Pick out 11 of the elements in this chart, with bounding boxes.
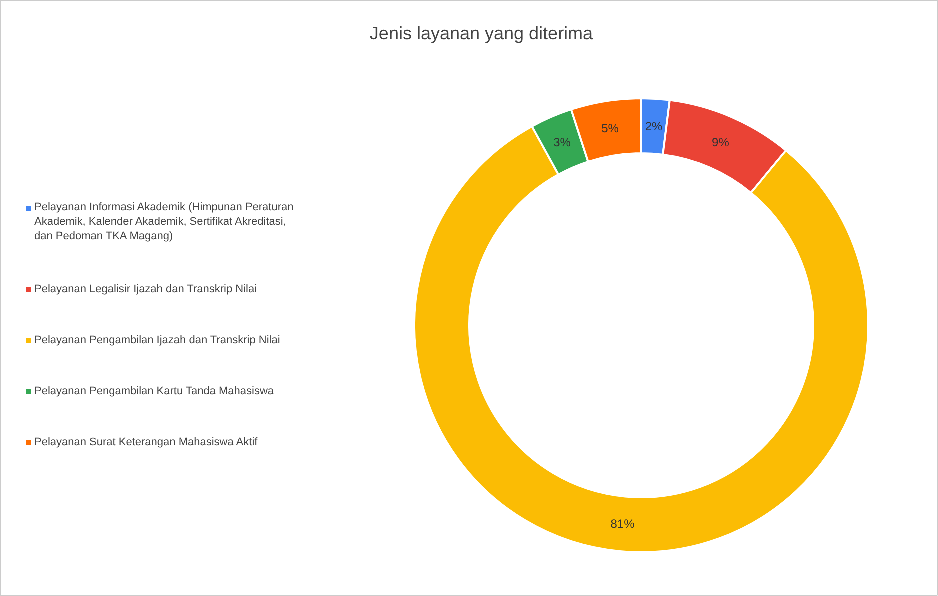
data-label: 5%	[602, 121, 620, 136]
data-label: 9%	[712, 135, 730, 150]
legend-label: Pelayanan Legalisir Ijazah dan Transkrip Nilai	[34, 284, 258, 296]
data-label: 2%	[645, 119, 664, 134]
legend-label: Pelayanan Pengambilan Ijazah dan Transkrip Nilai	[34, 334, 280, 346]
legend-label: Pelayanan Surat Keterangan Mahasiswa Aktif	[34, 436, 259, 448]
data-label: 3%	[554, 135, 572, 150]
legend-label: Pelayanan Pengambilan Kartu Tanda Mahasiswa	[34, 386, 275, 398]
legend-label: Pelayanan Informasi Akademik (Himpunan Peraturan Akademik, Kalender Akademik, Sertifikat Akreditasi, dan Pedoman TKA Magang)	[34, 202, 294, 242]
data-label: 81%	[610, 517, 636, 532]
chart-title: Jenis layanan yang diterima	[370, 24, 594, 44]
